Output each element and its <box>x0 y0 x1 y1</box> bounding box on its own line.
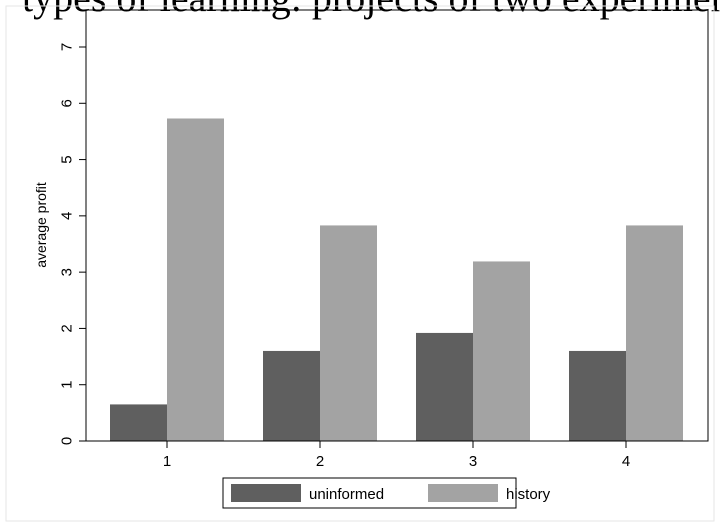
bar-uninformed-4 <box>569 350 626 441</box>
y-tick-label: 0 <box>58 437 75 445</box>
y-tick-label: 6 <box>58 99 75 107</box>
bar-history-2 <box>320 225 377 441</box>
y-tick-label: 3 <box>58 268 75 276</box>
bar-history-3 <box>473 261 530 441</box>
x-tick-label: 2 <box>316 453 324 470</box>
legend-label-uninformed: uninformed <box>309 486 384 503</box>
y-tick-label: 5 <box>58 155 75 163</box>
x-tick-label: 4 <box>622 453 630 470</box>
x-tick-label: 3 <box>469 453 477 470</box>
y-axis: 0 1 2 3 4 5 6 7 <box>58 43 87 445</box>
legend-key-history <box>428 484 498 502</box>
legend: uninformed history <box>222 477 551 509</box>
y-tick-label: 2 <box>58 324 75 332</box>
chart-outer-frame <box>5 5 715 522</box>
bar-uninformed-3 <box>416 332 473 441</box>
x-axis: 1 2 3 4 <box>86 440 708 470</box>
legend-box <box>222 477 517 509</box>
legend-key-uninformed <box>231 484 301 502</box>
bar-uninformed-2 <box>263 350 320 441</box>
bar-history-1 <box>167 118 224 442</box>
bar-history-4 <box>626 225 683 441</box>
bar-uninformed-1 <box>110 404 167 441</box>
bars-group <box>110 118 683 442</box>
legend-label-history: history <box>506 486 551 503</box>
y-tick-label: 7 <box>58 43 75 51</box>
y-tick-label: 4 <box>58 212 75 220</box>
x-tick-label: 1 <box>163 453 171 470</box>
y-tick-label: 1 <box>58 381 75 389</box>
y-axis-title: average profit <box>33 182 49 268</box>
